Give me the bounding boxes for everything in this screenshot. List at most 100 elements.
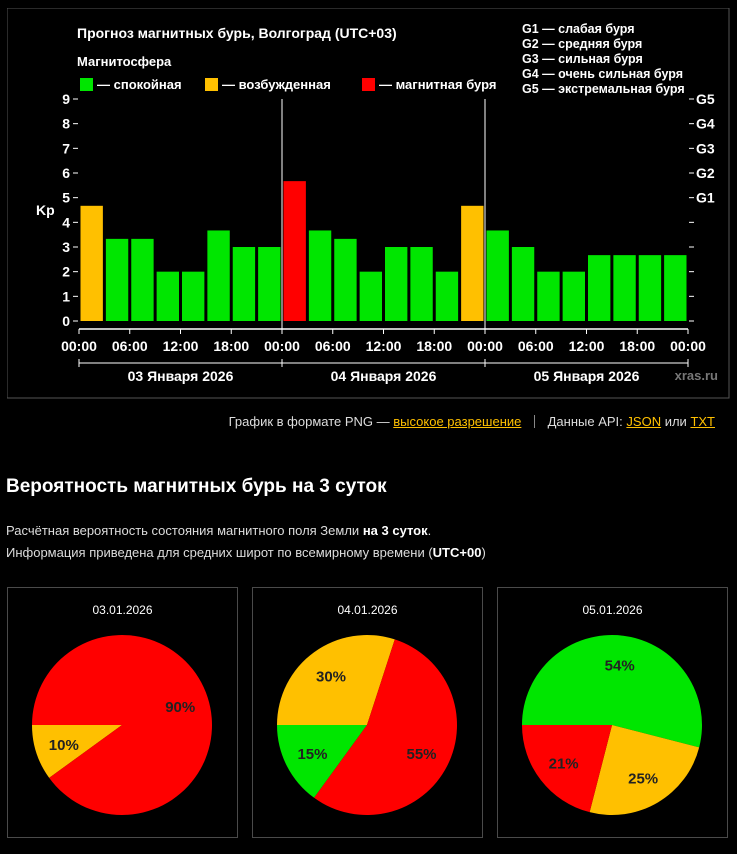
legend-swatch [80,78,93,91]
bar [638,255,662,321]
bar [334,238,357,321]
desc2-bold: UTC+00 [432,545,482,560]
pie-date: 04.01.2026 [337,603,398,617]
y-tick-label: 9 [62,91,70,107]
pie-card-day-1: 03.01.2026 10% 90% [7,587,238,838]
x-tick-label: 06:00 [518,338,554,354]
day-label: 05 Января 2026 [534,368,640,384]
y-axis-label: Kp [36,202,55,218]
pie-slice-label: 15% [297,746,327,763]
json-link[interactable]: JSON [626,414,662,429]
or-text: или [664,414,687,429]
pie-slice-excited [32,725,122,778]
pie-slice-excited [277,635,395,725]
legend-label: — магнитная буря [379,77,496,92]
pie-card-day-3: 05.01.2026 54% 25% 21% [497,587,728,838]
x-tick-label: 06:00 [315,338,351,354]
storm-level-text: G1 — слабая буря [522,22,635,36]
pie-slice-excited [589,725,700,815]
g-level-label: G4 [696,116,715,132]
pie-slice-label: 25% [628,771,658,788]
bar [410,247,433,321]
kp-forecast-chart: Прогноз магнитных бурь, Волгоград (UTC+0… [7,8,730,399]
x-tick-label: 18:00 [213,338,249,354]
y-tick-label: 1 [62,288,70,304]
bar [308,230,332,321]
desc2-prefix: Информация приведена для средних широт п… [6,545,433,560]
pie-slice-label: 90% [165,699,195,716]
bar [131,238,154,321]
x-tick-label: 18:00 [416,338,452,354]
bar [537,271,560,321]
desc1-bold: на 3 суток [362,523,428,538]
y-tick-label: 6 [62,165,70,181]
pie-slice-label: 54% [605,657,635,674]
bar [182,271,205,321]
pie-chart: 54% 25% 21% [522,635,702,815]
y-tick-label: 5 [62,190,70,206]
bar [486,230,509,321]
pie-slice-label: 21% [549,756,579,773]
g-level-label: G2 [696,165,715,181]
bar [232,247,256,321]
pie-slice-storm [32,635,212,815]
divider [534,415,535,428]
pie-slice-label: 10% [49,737,79,754]
pie-slice-quiet [522,635,702,748]
pie-chart: 10% 90% [32,635,212,815]
x-tick-label: 12:00 [366,338,402,354]
pie-slice-label: 30% [316,668,346,685]
desc1-prefix: Расчётная вероятность состояния магнитно… [6,523,360,538]
day-label: 04 Января 2026 [331,368,437,384]
x-tick-label: 18:00 [619,338,655,354]
api-prefix: Данные API: [547,414,623,429]
bar [258,247,281,321]
bar [80,205,103,321]
g-level-label: G3 [696,140,715,156]
y-tick-label: 0 [62,313,70,329]
bar [664,255,687,321]
x-tick-label: 06:00 [112,338,148,354]
pie-date: 03.01.2026 [92,603,153,617]
legend-swatch [362,78,375,91]
chart-title: Прогноз магнитных бурь, Волгоград (UTC+0… [77,25,397,41]
x-tick-label: 12:00 [569,338,605,354]
storm-level-text: G2 — средняя буря [522,37,642,51]
y-tick-label: 4 [62,214,70,230]
storm-level-text: G4 — очень сильная буря [522,67,683,81]
g-level-label: G1 [696,190,715,206]
pie-slice-quiet [277,725,367,798]
legend-label: — возбужденная [222,77,331,92]
y-tick-label: 2 [62,264,70,280]
bar [105,238,129,321]
bar [435,271,459,321]
txt-link[interactable]: TXT [690,414,715,429]
bar [359,271,382,321]
desc2-suffix: ) [481,545,486,560]
x-tick-label: 00:00 [264,338,300,354]
bar [385,247,408,321]
storm-level-text: G5 — экстремальная буря [522,82,685,96]
pie-slice-storm [522,725,612,813]
bar [461,205,484,321]
g-level-label: G5 [696,91,715,107]
pie-slice-storm [314,639,458,815]
x-tick-label: 12:00 [163,338,199,354]
legend-title: Магнитосфера [77,54,172,69]
legend-swatch [205,78,218,91]
pie-card-day-2: 04.01.2026 15% 30% 55% [252,587,483,838]
desc1-suffix: . [427,523,432,538]
storm-level-text: G3 — сильная буря [522,52,643,66]
pie-date: 05.01.2026 [582,603,643,617]
bar [562,271,585,321]
bar [207,230,230,321]
probability-desc-1: Расчётная вероятность состояния магнитно… [6,523,431,538]
bar [511,247,535,321]
hi-res-link[interactable]: высокое разрешение [393,414,522,429]
chart-links: График в формате PNG — высокое разрешени… [229,414,715,429]
legend-label: — спокойная [97,77,182,92]
watermark: xras.ru [675,368,718,383]
x-tick-label: 00:00 [467,338,503,354]
bar [156,271,179,321]
bar [283,181,306,321]
